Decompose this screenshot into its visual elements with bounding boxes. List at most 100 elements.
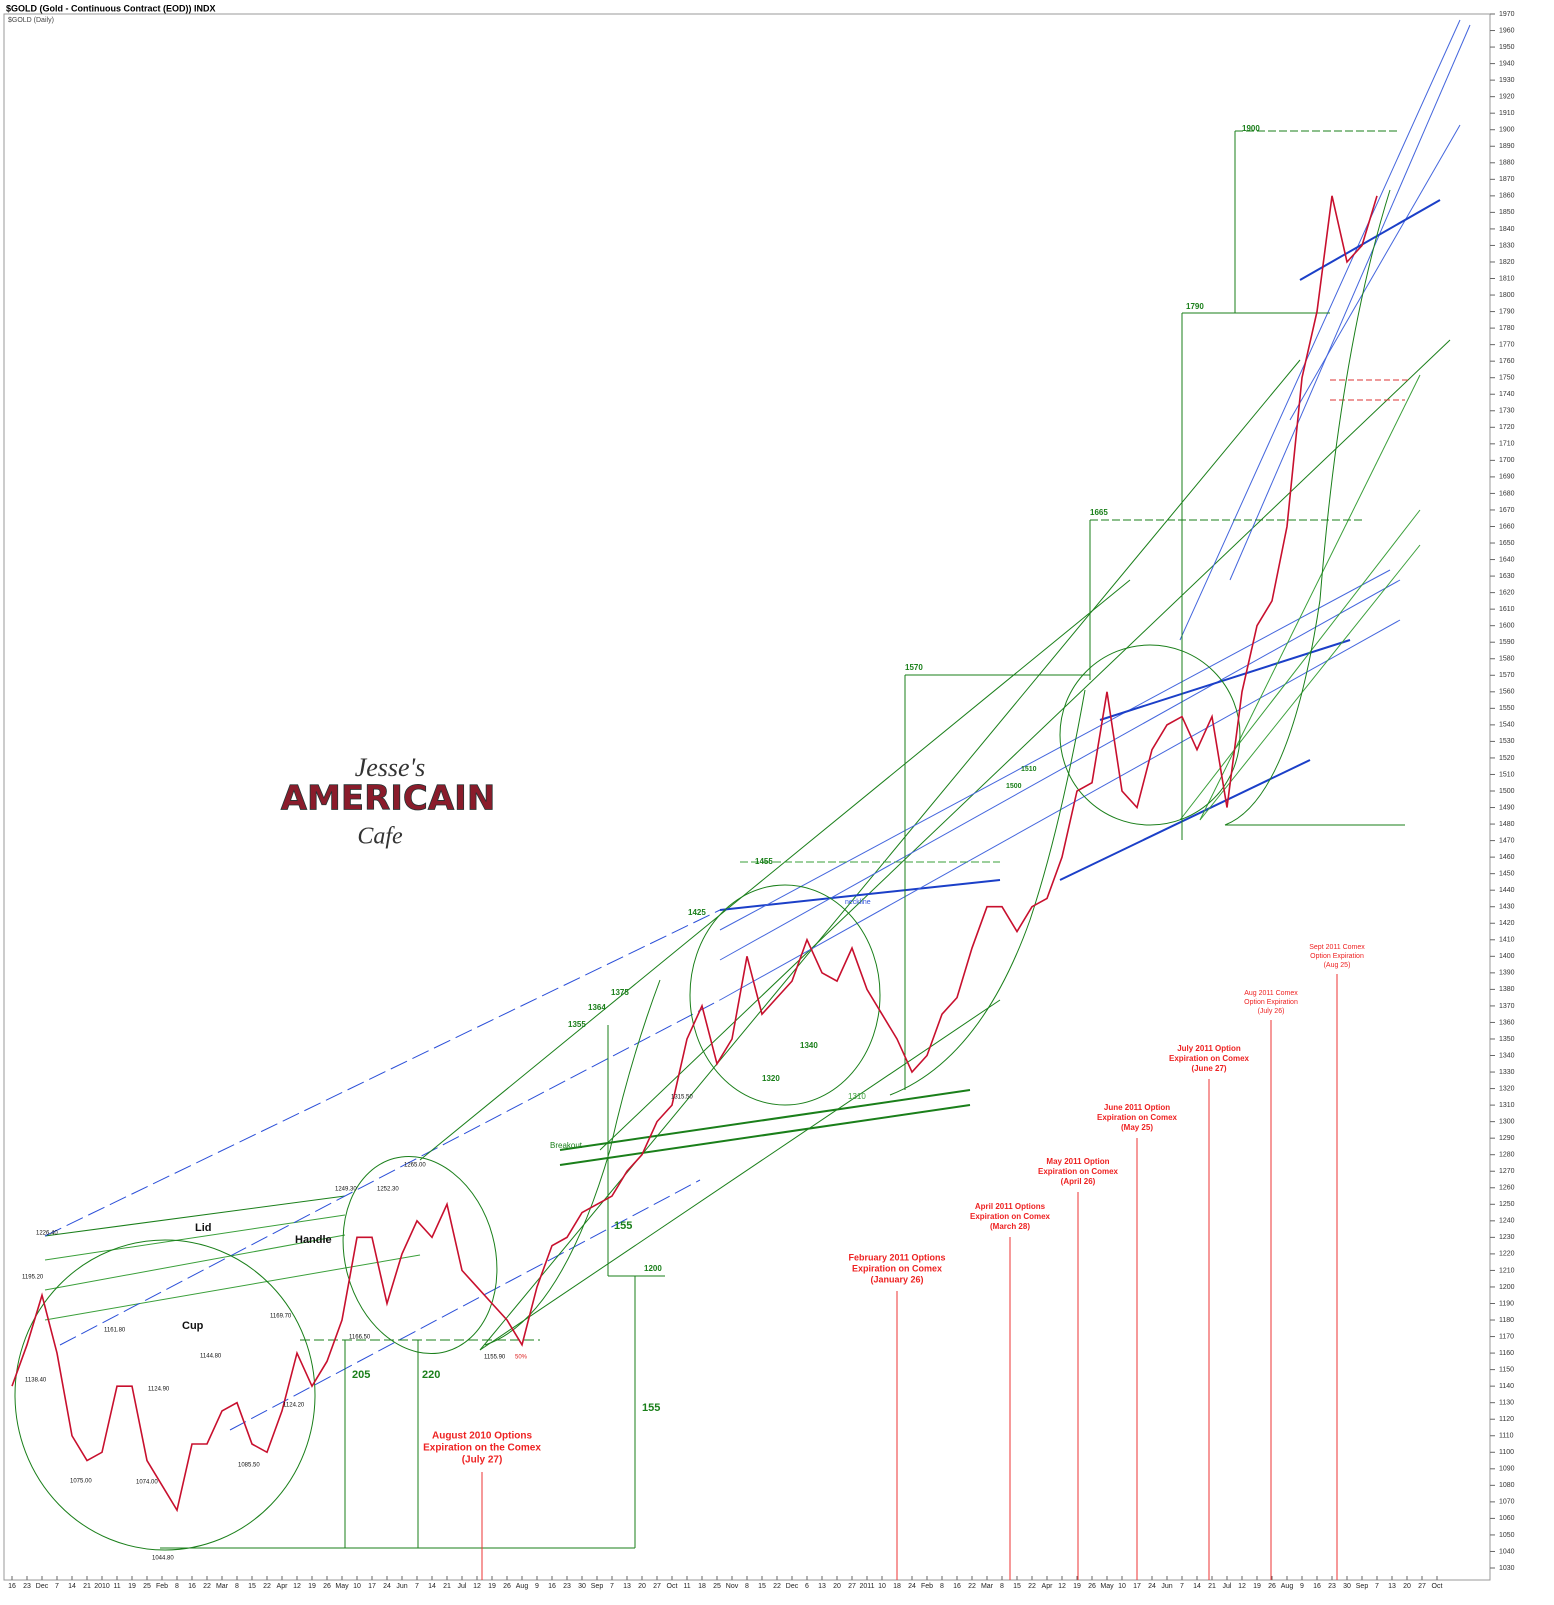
annotation: 1320	[762, 1074, 780, 1083]
y-tick-label: 1770	[1499, 341, 1515, 348]
annotation: 1455	[755, 857, 773, 866]
x-tick-label: May	[335, 1583, 349, 1590]
y-tick-label: 1760	[1499, 358, 1515, 365]
y-tick-label: 1510	[1499, 771, 1515, 778]
x-tick-label: 27	[1418, 1583, 1426, 1590]
x-tick-label: 30	[1343, 1583, 1351, 1590]
y-tick-label: 1080	[1499, 1482, 1515, 1489]
chart-title: $GOLD (Gold - Continuous Contract (EOD))…	[6, 3, 215, 13]
expiration-label: (June 27)	[1191, 1064, 1226, 1073]
x-tick-label: 20	[833, 1583, 841, 1590]
annotation: 50%	[515, 1355, 528, 1361]
x-tick-label: Jul	[1223, 1583, 1232, 1590]
annotation: 1124.90	[148, 1387, 170, 1393]
y-tick-label: 1260	[1499, 1185, 1515, 1192]
annotation: 205	[352, 1369, 370, 1381]
y-tick-label: 1200	[1499, 1284, 1515, 1291]
annotation: 1510	[1021, 766, 1037, 773]
y-tick-label: 1840	[1499, 226, 1515, 233]
annotation: 1249.30	[335, 1187, 357, 1193]
y-tick-label: 1290	[1499, 1135, 1515, 1142]
y-tick-label: 1100	[1499, 1449, 1514, 1456]
y-tick-label: 1790	[1499, 308, 1515, 315]
y-tick-label: 1230	[1499, 1234, 1515, 1241]
annotation: 1355	[568, 1020, 586, 1029]
x-tick-label: Apr	[277, 1583, 289, 1590]
x-tick-label: Dec	[36, 1583, 49, 1590]
expiration-label: Aug 2011 Comex	[1244, 990, 1298, 997]
expiration-label: (January 26)	[870, 1274, 923, 1284]
annotation: neckline	[845, 899, 871, 906]
annotation: 1900	[1242, 124, 1260, 133]
y-tick-label: 1130	[1499, 1400, 1514, 1407]
x-tick-label: 23	[23, 1583, 31, 1590]
y-tick-label: 1250	[1499, 1201, 1515, 1208]
expiration-label: April 2011 Options	[975, 1202, 1046, 1211]
y-tick-label: 1640	[1499, 556, 1515, 563]
annotation: 155	[642, 1402, 660, 1414]
x-tick-label: 8	[175, 1583, 179, 1590]
y-tick-label: 1170	[1499, 1333, 1514, 1340]
x-tick-label: 26	[1088, 1583, 1096, 1590]
x-tick-label: Mar	[981, 1583, 994, 1590]
y-tick-label: 1660	[1499, 523, 1515, 530]
y-tick-label: 1710	[1499, 441, 1515, 448]
y-tick-label: 1090	[1499, 1466, 1515, 1473]
x-tick-label: 26	[323, 1583, 331, 1590]
y-tick-label: 1280	[1499, 1152, 1515, 1159]
x-tick-label: Feb	[156, 1583, 168, 1590]
y-tick-label: 1870	[1499, 176, 1515, 183]
x-tick-label: 30	[578, 1583, 586, 1590]
annotation: 155	[614, 1220, 632, 1232]
y-tick-label: 1810	[1499, 275, 1515, 282]
y-tick-label: 1500	[1499, 788, 1515, 795]
logo-line: AMERICAIN	[281, 779, 496, 819]
x-tick-label: 18	[698, 1583, 706, 1590]
x-tick-label: 13	[623, 1583, 631, 1590]
y-tick-label: 1160	[1499, 1350, 1514, 1357]
x-tick-label: 11	[683, 1583, 690, 1590]
x-tick-label: 25	[713, 1583, 721, 1590]
pattern-ellipses	[14, 189, 1391, 1551]
y-tick-label: 1300	[1499, 1118, 1515, 1125]
expiration-label: Expiration on Comex	[970, 1212, 1051, 1221]
x-tick-label: 19	[128, 1583, 136, 1590]
y-tick-label: 1540	[1499, 722, 1515, 729]
x-tick-label: 10	[1118, 1583, 1126, 1590]
expiration-label: Option Expiration	[1310, 953, 1364, 960]
annotation: 1138.40	[25, 1378, 47, 1384]
annotation: 1790	[1186, 302, 1204, 311]
x-tick-label: Feb	[921, 1583, 933, 1590]
x-tick-label: 19	[308, 1583, 316, 1590]
x-tick-label: 12	[1238, 1583, 1246, 1590]
y-tick-label: 1390	[1499, 970, 1515, 977]
x-tick-label: 22	[773, 1583, 781, 1590]
y-tick-label: 1900	[1499, 127, 1515, 134]
x-tick-label: 6	[805, 1583, 809, 1590]
y-tick-label: 1910	[1499, 110, 1515, 117]
x-tick-label: 22	[263, 1583, 271, 1590]
annotation: Lid	[195, 1222, 212, 1234]
x-tick-label: 8	[235, 1583, 239, 1590]
x-tick-label: 2010	[94, 1583, 110, 1590]
x-tick-label: 27	[653, 1583, 661, 1590]
x-tick-label: 18	[893, 1583, 901, 1590]
x-tick-label: 7	[610, 1583, 614, 1590]
annotation: 220	[422, 1369, 440, 1381]
y-tick-label: 1620	[1499, 589, 1515, 596]
y-tick-label: 1730	[1499, 408, 1515, 415]
annotation: 1265.00	[404, 1163, 426, 1169]
x-tick-label: Jul	[458, 1583, 467, 1590]
logo-line: Jesse's	[355, 753, 426, 782]
x-tick-label: 19	[488, 1583, 496, 1590]
x-tick-label: 16	[1313, 1583, 1321, 1590]
x-tick-label: Dec	[786, 1583, 799, 1590]
y-tick-label: 1060	[1499, 1515, 1515, 1522]
x-tick-label: 2011	[859, 1583, 874, 1590]
x-tick-label: 13	[1388, 1583, 1396, 1590]
x-tick-label: 19	[1073, 1583, 1081, 1590]
plot-frame	[3, 13, 1491, 1581]
y-tick-label: 1560	[1499, 689, 1515, 696]
expiration-label: (March 28)	[990, 1222, 1030, 1231]
expiration-label: (July 27)	[462, 1455, 503, 1466]
